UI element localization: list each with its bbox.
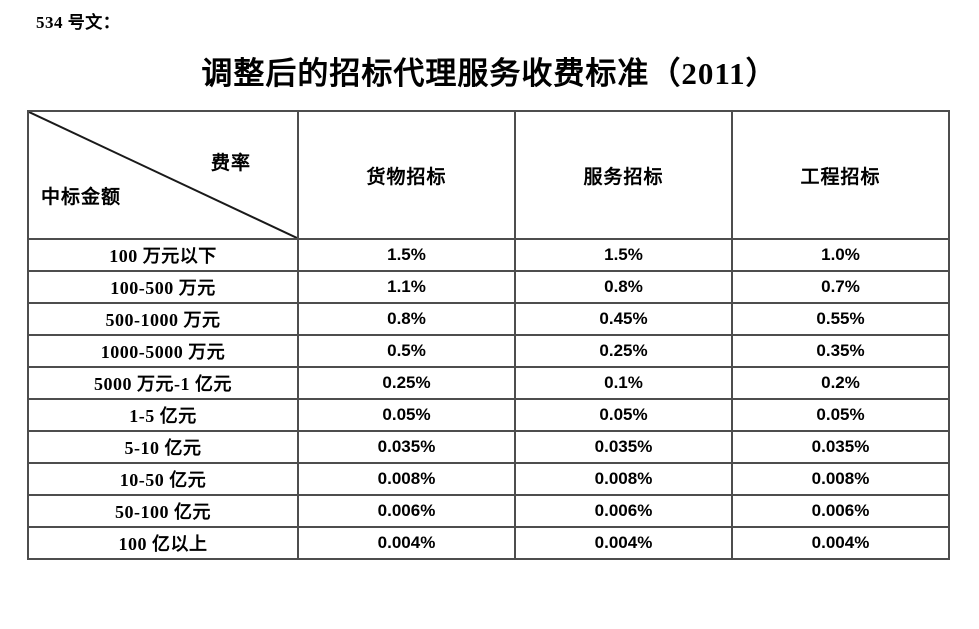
- rate-cell: 0.25%: [297, 366, 516, 400]
- doc-number-label: 534 号文：: [36, 13, 121, 32]
- rate-cell: 0.1%: [514, 366, 733, 400]
- amount-cell: 1000-5000 万元: [27, 334, 299, 368]
- rate-cell: 1.5%: [297, 238, 516, 272]
- rate-cell: 0.004%: [514, 526, 733, 560]
- amount-cell: 100-500 万元: [27, 270, 299, 304]
- table-row: 100 亿以上 0.004% 0.004% 0.004%: [27, 526, 950, 560]
- page-title: 调整后的招标代理服务收费标准（2011）: [201, 56, 778, 91]
- rate-cell: 0.7%: [731, 270, 950, 304]
- rate-cell: 1.5%: [514, 238, 733, 272]
- column-header-works-bidding: 工程招标: [731, 110, 950, 240]
- rate-cell: 1.0%: [731, 238, 950, 272]
- rate-cell: 0.55%: [731, 302, 950, 336]
- rate-cell: 0.35%: [731, 334, 950, 368]
- table-row: 10-50 亿元 0.008% 0.008% 0.008%: [27, 462, 950, 496]
- amount-cell: 500-1000 万元: [27, 302, 299, 336]
- rate-cell: 0.035%: [514, 430, 733, 464]
- diagonal-divider-line: [29, 112, 297, 238]
- amount-cell: 5-10 亿元: [27, 430, 299, 464]
- rate-cell: 0.05%: [514, 398, 733, 432]
- fee-standard-table: 费率 中标金额 货物招标 服务招标 工程招标 100 万元以下 1.5% 1.5…: [27, 110, 950, 560]
- rate-cell: 0.035%: [731, 430, 950, 464]
- rate-cell: 0.25%: [514, 334, 733, 368]
- column-header-goods-bidding: 货物招标: [297, 110, 516, 240]
- rate-cell: 0.035%: [297, 430, 516, 464]
- table-header-row: 费率 中标金额 货物招标 服务招标 工程招标: [27, 110, 950, 240]
- rate-cell: 0.008%: [514, 462, 733, 496]
- rate-cell: 0.5%: [297, 334, 516, 368]
- table-row: 500-1000 万元 0.8% 0.45% 0.55%: [27, 302, 950, 336]
- corner-label-rate: 费率: [210, 153, 251, 174]
- corner-label-amount: 中标金额: [41, 187, 122, 208]
- table-row: 100-500 万元 1.1% 0.8% 0.7%: [27, 270, 950, 304]
- rate-cell: 0.008%: [731, 462, 950, 496]
- table-row: 5-10 亿元 0.035% 0.035% 0.035%: [27, 430, 950, 464]
- amount-cell: 10-50 亿元: [27, 462, 299, 496]
- amount-cell: 50-100 亿元: [27, 494, 299, 528]
- table-row: 50-100 亿元 0.006% 0.006% 0.006%: [27, 494, 950, 528]
- rate-cell: 0.05%: [731, 398, 950, 432]
- rate-cell: 0.006%: [731, 494, 950, 528]
- rate-cell: 1.1%: [297, 270, 516, 304]
- rate-cell: 0.004%: [731, 526, 950, 560]
- rate-cell: 0.8%: [514, 270, 733, 304]
- rate-cell: 0.008%: [297, 462, 516, 496]
- amount-cell: 1-5 亿元: [27, 398, 299, 432]
- table-row: 1000-5000 万元 0.5% 0.25% 0.35%: [27, 334, 950, 368]
- rate-cell: 0.006%: [514, 494, 733, 528]
- amount-cell: 100 亿以上: [27, 526, 299, 560]
- amount-cell: 5000 万元-1 亿元: [27, 366, 299, 400]
- table-row: 5000 万元-1 亿元 0.25% 0.1% 0.2%: [27, 366, 950, 400]
- rate-cell: 0.006%: [297, 494, 516, 528]
- rate-cell: 0.004%: [297, 526, 516, 560]
- table-row: 100 万元以下 1.5% 1.5% 1.0%: [27, 238, 950, 272]
- column-header-service-bidding: 服务招标: [514, 110, 733, 240]
- amount-cell: 100 万元以下: [27, 238, 299, 272]
- rate-cell: 0.05%: [297, 398, 516, 432]
- table-row: 1-5 亿元 0.05% 0.05% 0.05%: [27, 398, 950, 432]
- corner-header-cell: 费率 中标金额: [27, 110, 299, 240]
- rate-cell: 0.2%: [731, 366, 950, 400]
- rate-cell: 0.8%: [297, 302, 516, 336]
- rate-cell: 0.45%: [514, 302, 733, 336]
